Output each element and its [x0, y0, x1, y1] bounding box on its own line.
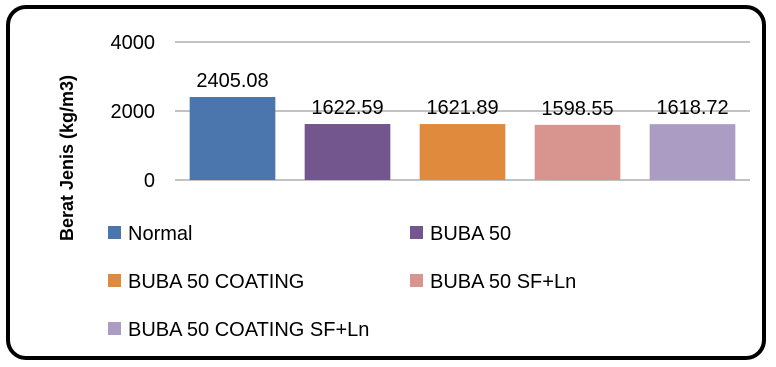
bar	[419, 124, 506, 180]
legend-swatch	[108, 322, 121, 335]
y-tick-label: 0	[144, 170, 155, 192]
legend-swatch	[410, 274, 423, 287]
data-label: 1622.59	[311, 97, 383, 119]
y-tick-labels: 0 2000 4000	[111, 32, 156, 192]
bar	[304, 124, 391, 180]
legend-label: BUBA 50 COATING	[128, 271, 304, 293]
legend-swatch	[108, 226, 121, 239]
y-tick-label: 4000	[111, 32, 156, 54]
bars	[189, 97, 736, 180]
data-label: 1621.89	[426, 97, 498, 119]
bar	[534, 124, 621, 180]
legend-label: BUBA 50 SF+Ln	[430, 271, 576, 293]
data-labels: 2405.08 1622.59 1621.89 1598.55 1618.72	[196, 70, 728, 120]
data-label: 2405.08	[196, 70, 268, 92]
bar	[189, 97, 276, 180]
chart-frame	[6, 5, 766, 360]
legend-swatch	[410, 226, 423, 239]
legend-label: BUBA 50 COATING SF+Ln	[128, 319, 369, 341]
legend: Normal BUBA 50 BUBA 50 COATING BUBA 50 SF+L…	[108, 223, 576, 341]
y-axis-title: Berat Jenis (kg/m3)	[57, 75, 77, 241]
legend-label: BUBA 50	[430, 223, 511, 245]
data-label: 1618.72	[656, 97, 728, 119]
y-tick-label: 2000	[111, 101, 156, 123]
legend-swatch	[108, 274, 121, 287]
data-label: 1598.55	[541, 98, 613, 120]
bar	[649, 124, 736, 180]
legend-label: Normal	[128, 223, 192, 245]
